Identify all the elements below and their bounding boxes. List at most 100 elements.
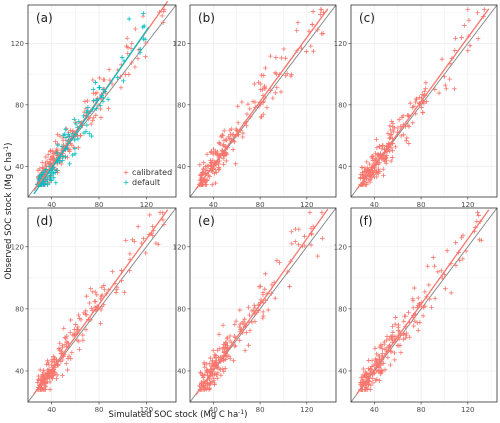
point-calibrated [419, 92, 425, 97]
point-calibrated [220, 156, 226, 161]
point-calibrated [240, 134, 246, 140]
point-calibrated [161, 222, 167, 227]
point-calibrated [237, 324, 242, 330]
point-calibrated [311, 48, 316, 54]
point-calibrated [435, 269, 441, 275]
point-calibrated [362, 169, 367, 174]
point-calibrated [251, 302, 257, 308]
point-calibrated [388, 349, 394, 355]
point-calibrated [383, 154, 389, 160]
point-calibrated [362, 387, 367, 392]
panel-label: (a) [36, 11, 53, 25]
point-calibrated [362, 369, 368, 375]
point-calibrated [102, 287, 107, 293]
point-calibrated [258, 81, 263, 87]
point-calibrated [399, 115, 405, 120]
point-calibrated [413, 96, 419, 102]
point-calibrated [97, 75, 102, 81]
point-calibrated [51, 367, 57, 372]
point-calibrated [401, 336, 406, 342]
point-calibrated [159, 13, 165, 19]
point-calibrated [39, 160, 45, 165]
point-calibrated [129, 41, 135, 46]
point-default [51, 170, 56, 176]
point-calibrated [463, 248, 469, 254]
point-calibrated [197, 162, 203, 168]
point-calibrated [210, 358, 215, 363]
point-calibrated [397, 343, 403, 348]
point-calibrated [118, 85, 124, 91]
point-calibrated [209, 182, 215, 188]
point-calibrated [387, 135, 392, 141]
point-calibrated [214, 170, 219, 175]
y-tick-label: 120 [11, 40, 24, 48]
point-calibrated [407, 334, 412, 340]
point-calibrated [204, 178, 210, 183]
point-calibrated [99, 293, 104, 299]
point-calibrated [223, 158, 229, 164]
point-calibrated [374, 145, 380, 151]
point-calibrated [247, 328, 253, 333]
point-calibrated [287, 284, 292, 289]
point-calibrated [202, 371, 208, 377]
point-calibrated [215, 347, 220, 353]
point-calibrated [466, 17, 472, 23]
x-axis-title-end: ) [244, 410, 247, 420]
point-calibrated [415, 295, 421, 301]
point-default [76, 119, 82, 124]
point-calibrated [69, 350, 75, 355]
point-calibrated [411, 323, 416, 329]
point-calibrated [62, 342, 68, 347]
point-calibrated [235, 104, 241, 109]
x-tick-label: 120 [300, 406, 313, 414]
point-calibrated [88, 317, 94, 323]
point-calibrated [392, 350, 397, 356]
point-calibrated [83, 327, 89, 332]
point-calibrated [54, 372, 60, 378]
point-calibrated [371, 371, 377, 376]
point-calibrated [258, 114, 264, 120]
point-calibrated [233, 343, 238, 349]
point-calibrated [398, 133, 404, 139]
point-calibrated [214, 375, 220, 381]
point-calibrated [245, 101, 251, 107]
point-calibrated [212, 360, 218, 366]
point-default [51, 175, 57, 181]
point-calibrated [240, 319, 246, 325]
point-calibrated [132, 239, 137, 244]
point-calibrated [35, 380, 40, 385]
point-calibrated [263, 271, 268, 277]
point-calibrated [425, 263, 430, 269]
point-calibrated [467, 43, 473, 49]
point-calibrated [200, 169, 206, 175]
point-calibrated [373, 356, 378, 362]
point-default [61, 132, 66, 138]
point-calibrated [237, 307, 243, 313]
point-calibrated [262, 83, 267, 89]
point-calibrated [293, 239, 298, 244]
point-calibrated [384, 337, 390, 343]
point-calibrated [91, 115, 97, 121]
point-calibrated [246, 304, 251, 310]
point-calibrated [205, 368, 210, 374]
point-default [67, 161, 72, 167]
point-calibrated [401, 132, 406, 138]
point-calibrated [143, 250, 149, 256]
point-calibrated [214, 358, 219, 363]
point-calibrated [378, 343, 384, 349]
point-calibrated [224, 152, 230, 157]
point-calibrated [315, 253, 321, 259]
point-calibrated [482, 7, 487, 12]
point-calibrated [222, 345, 228, 350]
point-calibrated [371, 363, 377, 368]
point-calibrated [43, 384, 49, 389]
point-calibrated [86, 116, 91, 122]
point-calibrated [260, 315, 266, 321]
point-default [140, 24, 146, 30]
y-tick-label: 40 [177, 367, 186, 375]
point-calibrated [401, 319, 407, 324]
point-calibrated [98, 307, 104, 313]
point-calibrated [232, 322, 238, 327]
point-calibrated [289, 229, 294, 235]
point-calibrated [76, 338, 82, 344]
